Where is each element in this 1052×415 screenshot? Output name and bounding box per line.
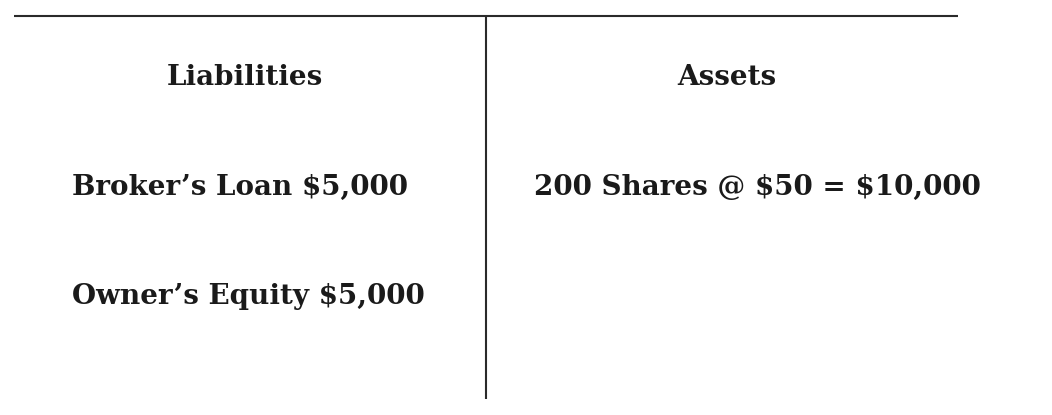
Text: Assets: Assets (677, 64, 776, 91)
Text: Broker’s Loan \$5,000: Broker’s Loan \$5,000 (72, 173, 407, 201)
Text: 200 Shares @ \$50 = \$10,000: 200 Shares @ \$50 = \$10,000 (534, 173, 982, 201)
Text: Liabilities: Liabilities (167, 64, 323, 91)
Text: Owner’s Equity \$5,000: Owner’s Equity \$5,000 (72, 283, 424, 310)
